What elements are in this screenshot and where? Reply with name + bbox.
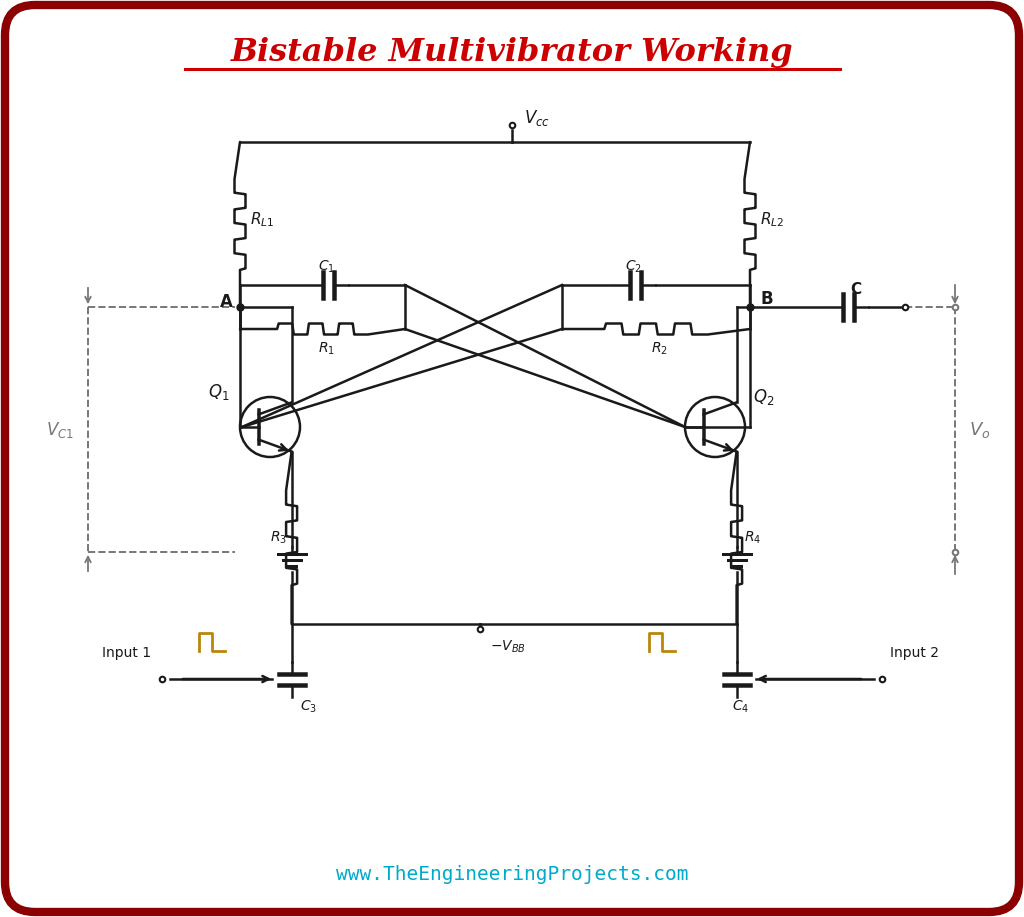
Text: $V_{cc}$: $V_{cc}$ <box>524 108 550 128</box>
Text: Input 1: Input 1 <box>102 646 152 660</box>
Text: $C_1$: $C_1$ <box>318 259 335 275</box>
Text: $-V_{BB}$: $-V_{BB}$ <box>490 639 526 656</box>
Text: $R_2$: $R_2$ <box>651 341 668 358</box>
Text: Bistable Multivibrator Working: Bistable Multivibrator Working <box>230 37 794 68</box>
Text: C: C <box>850 282 861 296</box>
Text: $R_4$: $R_4$ <box>743 530 761 546</box>
Text: $C_3$: $C_3$ <box>300 699 316 715</box>
Text: $Q_1$: $Q_1$ <box>208 382 229 402</box>
Text: $Q_2$: $Q_2$ <box>753 387 774 407</box>
Text: B: B <box>760 290 773 308</box>
Text: $R_{L1}$: $R_{L1}$ <box>250 210 274 229</box>
Text: A: A <box>220 293 232 311</box>
Text: $V_o$: $V_o$ <box>969 419 990 439</box>
Text: $C_2$: $C_2$ <box>625 259 642 275</box>
Text: $R_3$: $R_3$ <box>269 530 287 546</box>
Text: $R_1$: $R_1$ <box>317 341 335 358</box>
Text: $C_4$: $C_4$ <box>731 699 749 715</box>
Text: $R_{L2}$: $R_{L2}$ <box>760 210 784 229</box>
Text: $V_{C1}$: $V_{C1}$ <box>46 419 74 439</box>
Text: Input 2: Input 2 <box>890 646 939 660</box>
Text: www.TheEngineeringProjects.com: www.TheEngineeringProjects.com <box>336 866 688 885</box>
